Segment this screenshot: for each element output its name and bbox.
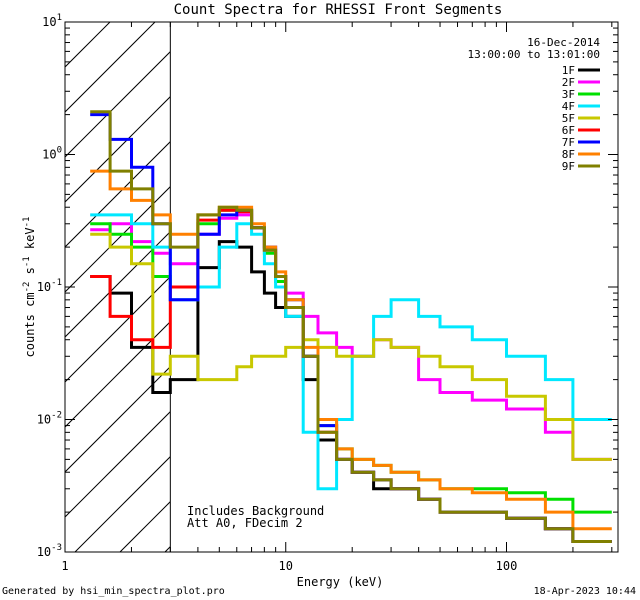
legend-time-range: 13:00:00 to 13:01:00: [468, 48, 600, 61]
y-tick-label: 10-2: [37, 411, 62, 427]
hatch-line: [65, 50, 171, 158]
series-layer: [90, 110, 612, 543]
series-line-2F: [90, 213, 612, 461]
legend-label-1F: 1F: [562, 64, 575, 77]
hatch-line: [65, 275, 171, 383]
hatch-line: [65, 95, 171, 203]
annotation-attenuator: Att A0, FDecim 2: [187, 516, 303, 530]
x-tick-label: 100: [496, 559, 518, 573]
chart-title: Count Spectra for RHESSI Front Segments: [174, 2, 503, 18]
hatch-line: [65, 22, 156, 113]
annotation-background: Includes Background: [187, 504, 324, 518]
x-tick-label: 1: [61, 559, 68, 573]
y-tick-label: 10-1: [37, 278, 62, 294]
plot-area: [65, 22, 612, 552]
legend-label-3F: 3F: [562, 88, 575, 101]
footer-timestamp: 18-Apr-2023 10:44: [534, 586, 636, 597]
x-axis-label: Energy (keV): [297, 575, 384, 589]
legend-date: 16-Dec-2014: [527, 36, 600, 49]
legend-label-8F: 8F: [562, 148, 575, 161]
legend-label-6F: 6F: [562, 124, 575, 137]
series-line-9F: [90, 110, 612, 543]
x-axis: 1 10 100: [61, 22, 613, 573]
y-label-exp3: -1: [22, 217, 32, 228]
plot-frame: [64, 21, 619, 553]
y-tick-label: 101: [42, 13, 62, 29]
y-label-mid2: keV: [23, 227, 37, 256]
hatch-line: [65, 230, 171, 338]
y-axis: 10-3 10-2 10-1 100 101: [37, 13, 618, 559]
legend-label-2F: 2F: [562, 76, 575, 89]
y-label-exp1: -2: [22, 282, 32, 293]
y-axis-label: counts cm-2 s-1 keV-1: [22, 217, 37, 358]
hatch-line: [65, 410, 171, 518]
y-tick-label: 10-3: [37, 543, 62, 559]
series-line-5F: [90, 232, 612, 461]
hatch-line: [65, 365, 171, 473]
legend-label-9F: 9F: [562, 160, 575, 173]
hatch-line: [74, 455, 171, 552]
legend-label-5F: 5F: [562, 112, 575, 125]
y-label-base: counts cm: [23, 292, 37, 357]
footer-generator: Generated by hsi_min_spectra_plot.pro: [2, 586, 225, 597]
y-label-mid1: s: [23, 267, 37, 281]
legend-label-7F: 7F: [562, 136, 575, 149]
series-line-7F: [90, 113, 612, 543]
y-label-exp2: -1: [22, 256, 32, 267]
hatched-region: [65, 22, 171, 552]
x-tick-label: 10: [279, 559, 293, 573]
legend-label-4F: 4F: [562, 100, 575, 113]
y-tick-label: 100: [42, 146, 62, 162]
